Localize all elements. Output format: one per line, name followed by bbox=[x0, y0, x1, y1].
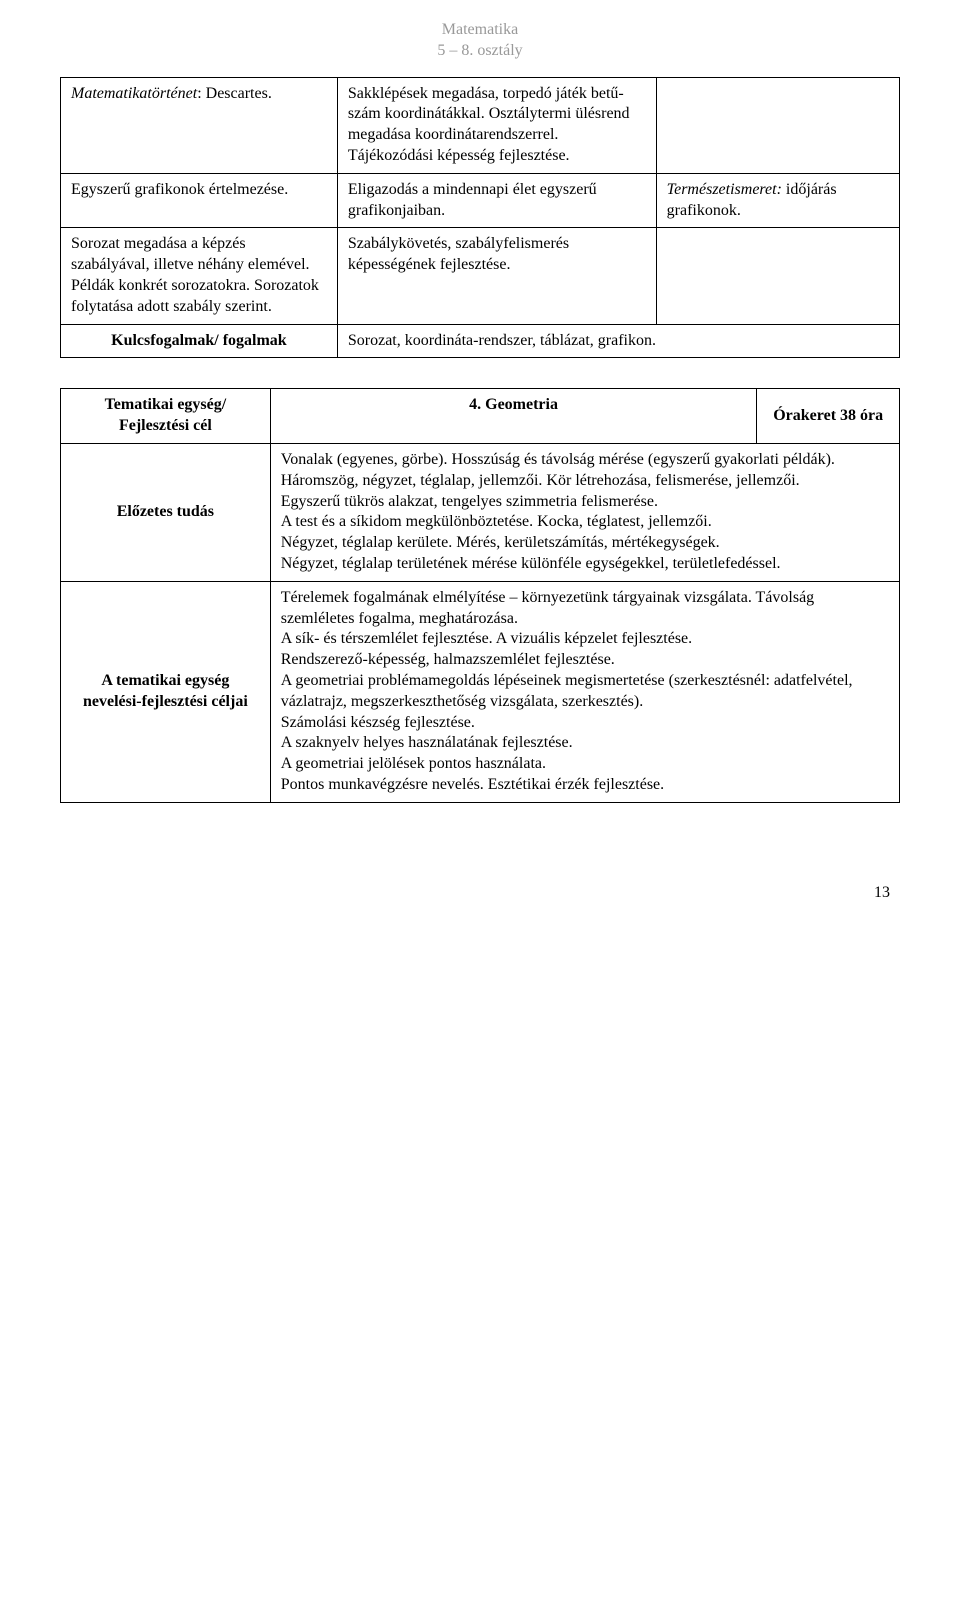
kulcs-label: Kulcsfogalmak/ fogalmak bbox=[61, 324, 338, 358]
header-line2: 5 – 8. osztály bbox=[60, 41, 900, 62]
table-row: Sorozat megadása a képzés szabályával, i… bbox=[61, 228, 900, 324]
table-row-kulcs: Kulcsfogalmak/ fogalmak Sorozat, koordin… bbox=[61, 324, 900, 358]
header-line1: Matematika bbox=[60, 20, 900, 41]
elozetes-label: Előzetes tudás bbox=[61, 443, 271, 581]
cell-c2: Szabálykövetés, szabályfelismerés képess… bbox=[337, 228, 656, 324]
italic-prefix: Természetismeret: bbox=[667, 181, 782, 198]
italic-prefix: Matematikatörténet bbox=[71, 85, 197, 102]
elozetes-content: Vonalak (egyenes, görbe). Hosszúság és t… bbox=[270, 443, 899, 581]
table-row-header: Tematikai egység/ Fejlesztési cél 4. Geo… bbox=[61, 389, 900, 444]
table-row: Matematikatörténet: Descartes. Sakklépés… bbox=[61, 77, 900, 173]
kulcs-content: Sorozat, koordináta-rendszer, táblázat, … bbox=[337, 324, 899, 358]
cell-c1: Sorozat megadása a képzés szabályával, i… bbox=[61, 228, 338, 324]
table-2: Tematikai egység/ Fejlesztési cél 4. Geo… bbox=[60, 388, 900, 802]
cell-c3 bbox=[656, 77, 899, 173]
header-c2: 4. Geometria bbox=[270, 389, 757, 444]
cell-c1: Egyszerű grafikonok értelmezése. bbox=[61, 173, 338, 228]
table-row-elozetes: Előzetes tudás Vonalak (egyenes, görbe).… bbox=[61, 443, 900, 581]
tematikai-content: Térelemek fogalmának elmélyítése – körny… bbox=[270, 581, 899, 802]
cell-c1: Matematikatörténet: Descartes. bbox=[61, 77, 338, 173]
table-row-tematikai: A tematikai egység nevelési-fejlesztési … bbox=[61, 581, 900, 802]
page-number: 13 bbox=[60, 883, 900, 904]
cell-c2: Eligazodás a mindennapi élet egyszerű gr… bbox=[337, 173, 656, 228]
text-rest: : Descartes. bbox=[197, 85, 272, 102]
table-1: Matematikatörténet: Descartes. Sakklépés… bbox=[60, 77, 900, 359]
cell-c3: Természetismeret: időjárás grafikonok. bbox=[656, 173, 899, 228]
table-row: Egyszerű grafikonok értelmezése. Eligazo… bbox=[61, 173, 900, 228]
page-header: Matematika 5 – 8. osztály bbox=[60, 20, 900, 62]
tematikai-label: A tematikai egység nevelési-fejlesztési … bbox=[61, 581, 271, 802]
header-c3: Órakeret 38 óra bbox=[757, 389, 900, 444]
cell-c2: Sakklépések megadása, torpedó játék betű… bbox=[337, 77, 656, 173]
header-c1: Tematikai egység/ Fejlesztési cél bbox=[61, 389, 271, 444]
cell-c3 bbox=[656, 228, 899, 324]
